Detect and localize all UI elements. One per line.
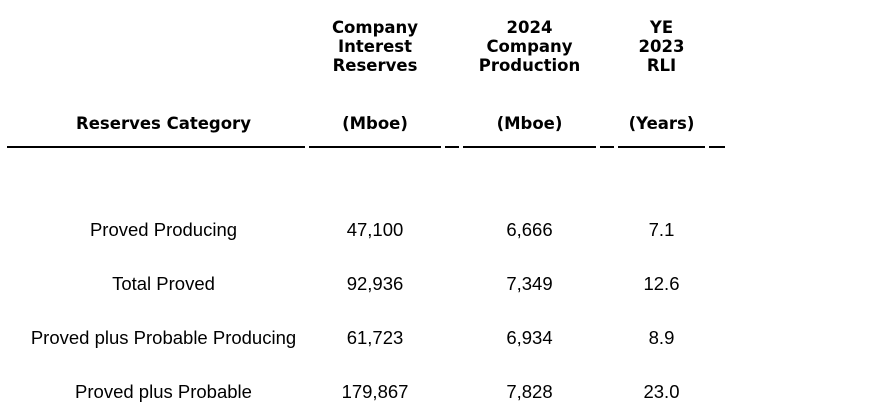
- spacer-cell: [445, 311, 459, 365]
- spacer-cell: [709, 203, 725, 257]
- unit-years-rli: (Years): [618, 81, 705, 148]
- unit-mboe-reserves: (Mboe): [309, 81, 441, 148]
- column-header-line: Company: [331, 18, 419, 37]
- spacer-cell: [445, 203, 459, 257]
- cell-reserves: 92,936: [346, 273, 404, 294]
- cell-reserves: 179,867: [341, 381, 409, 402]
- column-header-ye-2023-rli: YE 2023 RLI: [618, 0, 705, 81]
- reserves-category-header: Reserves Category: [7, 81, 305, 148]
- column-header-line: 2023: [638, 37, 685, 56]
- cell-production: 6,666: [506, 219, 553, 240]
- spacer-cell: [709, 311, 725, 365]
- table-row-total-proved: Total Proved 92,936 7,349 12.6: [7, 257, 725, 311]
- spacer-cell: [445, 257, 459, 311]
- row-category: Proved Producing: [89, 219, 238, 240]
- row-category: Proved plus Probable Producing: [30, 327, 297, 348]
- spacer-cell: [600, 203, 614, 257]
- cell-production: 7,828: [506, 381, 553, 402]
- spacer-cell: [600, 365, 614, 417]
- spacer-cell: [709, 365, 725, 417]
- spacer-cell: [709, 0, 725, 81]
- cell-production: 6,934: [506, 327, 553, 348]
- column-titles-row: Company Interest Reserves 2024 Company P…: [7, 0, 725, 81]
- column-header-line: 2024: [506, 18, 553, 37]
- spacer-cell: [600, 0, 614, 81]
- spacer-cell: [709, 81, 725, 148]
- spacer-cell: [445, 0, 459, 81]
- unit-mboe-production: (Mboe): [463, 81, 596, 148]
- spacer-cell: [709, 257, 725, 311]
- table-row-proved-producing: Proved Producing 47,100 6,666 7.1: [7, 203, 725, 257]
- spacer-cell: [600, 257, 614, 311]
- table-row-proved-plus-probable: Proved plus Probable 179,867 7,828 23.0: [7, 365, 725, 417]
- reserves-summary-table: Company Interest Reserves 2024 Company P…: [3, 0, 729, 417]
- spacer-cell: [445, 365, 459, 417]
- table-row-proved-plus-probable-producing: Proved plus Probable Producing 61,723 6,…: [7, 311, 725, 365]
- cell-rli: 7.1: [648, 219, 675, 240]
- column-header-2024-company-production: 2024 Company Production: [463, 0, 596, 81]
- spacer-cell: [600, 311, 614, 365]
- cell-rli: 8.9: [648, 327, 675, 348]
- blank-gap-row: [7, 148, 725, 203]
- empty-header-cell: [7, 0, 305, 81]
- blank-gap-cell: [7, 148, 725, 203]
- column-header-line: Company: [486, 37, 573, 56]
- spacer-cell: [600, 81, 614, 148]
- column-header-line: Reserves: [332, 56, 418, 75]
- column-header-line: Interest: [337, 37, 412, 56]
- cell-rli: 12.6: [643, 273, 680, 294]
- cell-reserves: 47,100: [346, 219, 404, 240]
- column-header-line: RLI: [646, 56, 677, 75]
- cell-reserves: 61,723: [346, 327, 404, 348]
- column-header-line: Production: [478, 56, 581, 75]
- cell-rli: 23.0: [643, 381, 680, 402]
- units-row: Reserves Category (Mboe) (Mboe) (Years): [7, 81, 725, 148]
- row-category: Total Proved: [112, 273, 215, 294]
- column-header-line: YE: [649, 18, 674, 37]
- row-category: Proved plus Probable: [75, 381, 252, 402]
- spacer-cell: [445, 81, 459, 148]
- cell-production: 7,349: [506, 273, 553, 294]
- column-header-company-interest-reserves: Company Interest Reserves: [309, 0, 441, 81]
